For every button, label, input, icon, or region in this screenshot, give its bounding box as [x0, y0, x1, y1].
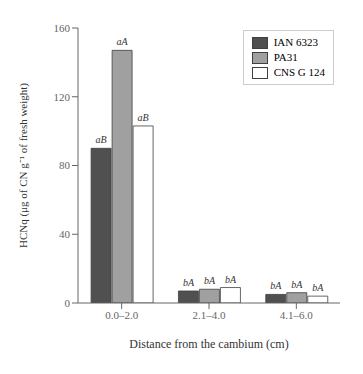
html-text:IAN 6323: IAN 6323 [273, 36, 318, 48]
svg-text:aB: aB [96, 134, 107, 145]
svg-text:Distance from the cambium (cm): Distance from the cambium (cm) [129, 337, 288, 351]
svg-text:120: 120 [54, 91, 71, 103]
svg-text:160: 160 [54, 22, 71, 34]
svg-text:bA: bA [183, 277, 195, 288]
svg-text:bA: bA [291, 279, 303, 290]
svg-text:bA: bA [270, 280, 282, 291]
svg-text:40: 40 [59, 228, 71, 240]
svg-text:4.1–6.0: 4.1–6.0 [280, 309, 314, 321]
svg-text:HCNq (μg of CN g⁻¹ of fresh we: HCNq (μg of CN g⁻¹ of fresh weight) [17, 83, 30, 248]
svg-text:2.1–4.0: 2.1–4.0 [193, 309, 227, 321]
html-text:PA31: PA31 [273, 51, 298, 63]
svg-text:aA: aA [117, 36, 129, 47]
svg-text:80: 80 [59, 159, 71, 171]
svg-text:0: 0 [65, 297, 71, 309]
html-text:CNS G 124: CNS G 124 [273, 66, 325, 78]
svg-text:bA: bA [225, 274, 237, 285]
svg-text:aB: aB [138, 112, 149, 123]
svg-text:0.0–2.0: 0.0–2.0 [105, 309, 139, 321]
svg-text:bA: bA [204, 275, 216, 286]
svg-text:bA: bA [312, 282, 324, 293]
